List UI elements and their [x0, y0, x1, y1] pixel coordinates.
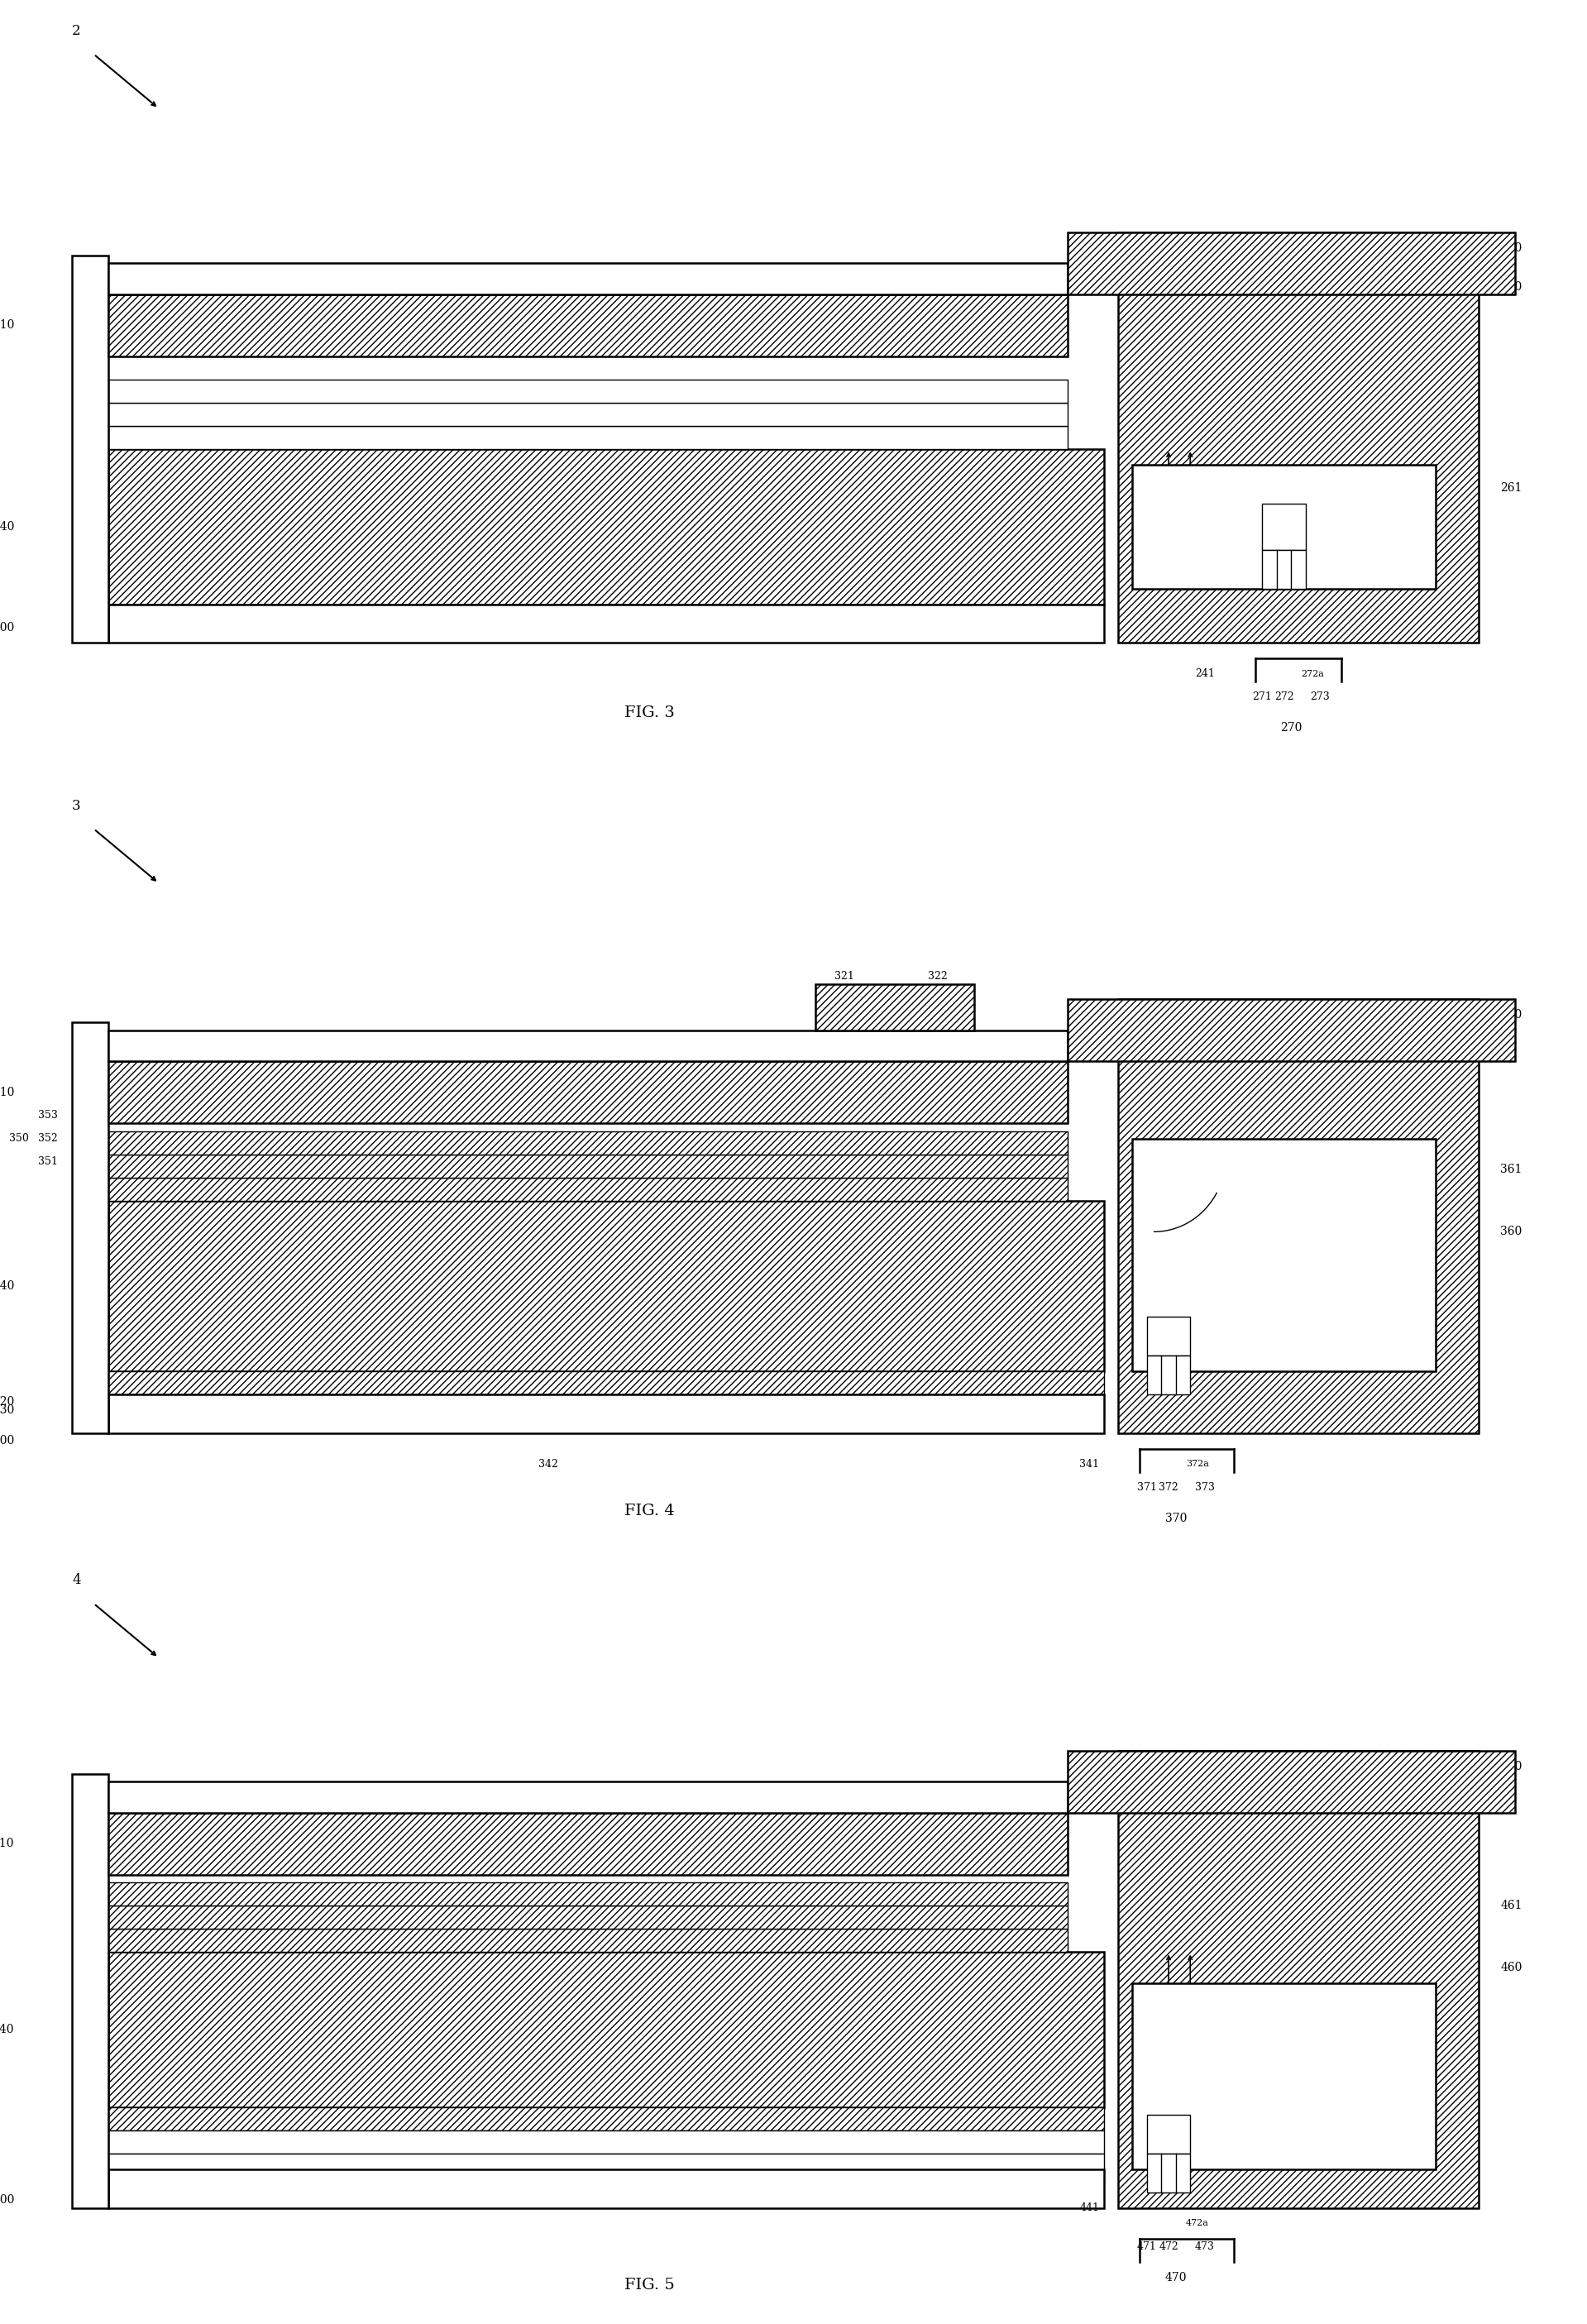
Bar — [108, 402, 1068, 425]
Bar — [108, 1394, 1103, 1434]
Bar — [1147, 2154, 1190, 2192]
Text: 321: 321 — [835, 971, 854, 981]
Text: 351: 351 — [38, 1157, 57, 1167]
Text: 360: 360 — [1500, 1227, 1522, 1236]
Bar — [108, 449, 1103, 604]
Bar — [108, 1062, 1068, 1122]
Bar — [108, 1371, 1103, 1394]
Bar — [108, 2131, 1103, 2154]
Text: 280: 280 — [1500, 242, 1522, 253]
Bar — [108, 604, 1103, 644]
Bar — [108, 1783, 1068, 1813]
Text: 352: 352 — [38, 1134, 57, 1143]
Text: 440: 440 — [0, 2024, 14, 2036]
Bar — [71, 256, 108, 644]
Text: 320: 320 — [0, 1397, 14, 1408]
Text: 322: 322 — [928, 971, 947, 981]
Bar — [108, 1178, 1068, 1202]
Text: 342: 342 — [538, 1459, 559, 1469]
Text: 260: 260 — [1500, 281, 1522, 293]
Text: FIG. 5: FIG. 5 — [624, 2278, 674, 2294]
Text: FIG. 4: FIG. 4 — [624, 1504, 674, 1518]
Bar — [816, 983, 974, 1030]
Bar — [1119, 1750, 1479, 2208]
Bar — [108, 1813, 1068, 1875]
Text: 240: 240 — [0, 521, 14, 532]
Text: 380: 380 — [1500, 1009, 1522, 1020]
Bar — [1133, 1982, 1436, 2168]
Text: 210: 210 — [0, 321, 14, 330]
Text: 272a: 272a — [1301, 669, 1325, 679]
Text: 480: 480 — [1500, 1762, 1522, 1771]
Text: 273: 273 — [1311, 693, 1330, 702]
Text: 471: 471 — [1138, 2240, 1157, 2252]
Bar — [108, 2108, 1103, 2131]
Bar — [108, 1202, 1103, 1371]
Text: 410: 410 — [0, 1838, 14, 1850]
Text: 330: 330 — [0, 1404, 14, 1415]
Bar — [1119, 999, 1479, 1434]
Text: 472: 472 — [1159, 2240, 1179, 2252]
Bar — [1147, 1355, 1190, 1394]
Text: 200: 200 — [0, 623, 14, 632]
Bar — [108, 379, 1068, 402]
Text: 371: 371 — [1138, 1483, 1157, 1492]
Text: 470: 470 — [1165, 2273, 1187, 2282]
Bar — [108, 1394, 1103, 1418]
Bar — [71, 1023, 108, 1434]
Text: 271: 271 — [1252, 693, 1273, 702]
Text: 261: 261 — [1500, 483, 1522, 493]
Text: 373: 373 — [1195, 1483, 1214, 1492]
Bar — [108, 1155, 1068, 1178]
Bar — [108, 1132, 1068, 1155]
Text: 461: 461 — [1500, 1901, 1522, 1910]
Text: 300: 300 — [0, 1436, 14, 1446]
Text: 2: 2 — [71, 23, 81, 37]
Bar — [1068, 999, 1516, 1062]
Bar — [108, 1952, 1103, 2108]
Text: 460: 460 — [1500, 1961, 1522, 1973]
Text: 370: 370 — [1165, 1513, 1187, 1525]
Bar — [108, 1906, 1068, 1929]
Bar — [1147, 1318, 1190, 1355]
Text: 361: 361 — [1500, 1164, 1522, 1176]
Text: 341: 341 — [1079, 1459, 1100, 1469]
Text: 441: 441 — [1079, 2203, 1100, 2212]
Text: 400: 400 — [0, 2194, 14, 2205]
Text: 241: 241 — [1195, 669, 1214, 679]
Text: 272: 272 — [1274, 693, 1293, 702]
Text: 310: 310 — [0, 1088, 14, 1097]
Bar — [108, 425, 1068, 449]
Bar — [108, 1882, 1068, 1906]
Bar — [108, 2154, 1103, 2178]
Text: 473: 473 — [1195, 2240, 1214, 2252]
Bar — [1147, 2115, 1190, 2154]
Bar — [1262, 551, 1306, 588]
Bar — [1068, 232, 1516, 295]
Bar — [108, 295, 1068, 356]
Text: 372a: 372a — [1185, 1459, 1209, 1469]
Text: 472a: 472a — [1185, 2219, 1209, 2226]
Bar — [1119, 232, 1479, 644]
Text: 350: 350 — [10, 1134, 29, 1143]
Text: 270: 270 — [1281, 723, 1303, 734]
Bar — [1068, 1750, 1516, 1813]
Bar — [1262, 504, 1306, 551]
Bar — [108, 263, 1068, 295]
Text: 3: 3 — [71, 799, 81, 813]
Text: 353: 353 — [38, 1111, 57, 1120]
Bar — [71, 1773, 108, 2208]
Bar — [108, 1030, 1068, 1062]
Text: 340: 340 — [0, 1281, 14, 1292]
Bar — [108, 2168, 1103, 2208]
Bar — [1133, 1139, 1436, 1371]
Bar — [108, 1929, 1068, 1952]
Text: 4: 4 — [71, 1573, 81, 1587]
Bar — [1133, 465, 1436, 588]
Text: FIG. 3: FIG. 3 — [624, 704, 674, 720]
Text: 372: 372 — [1159, 1483, 1179, 1492]
